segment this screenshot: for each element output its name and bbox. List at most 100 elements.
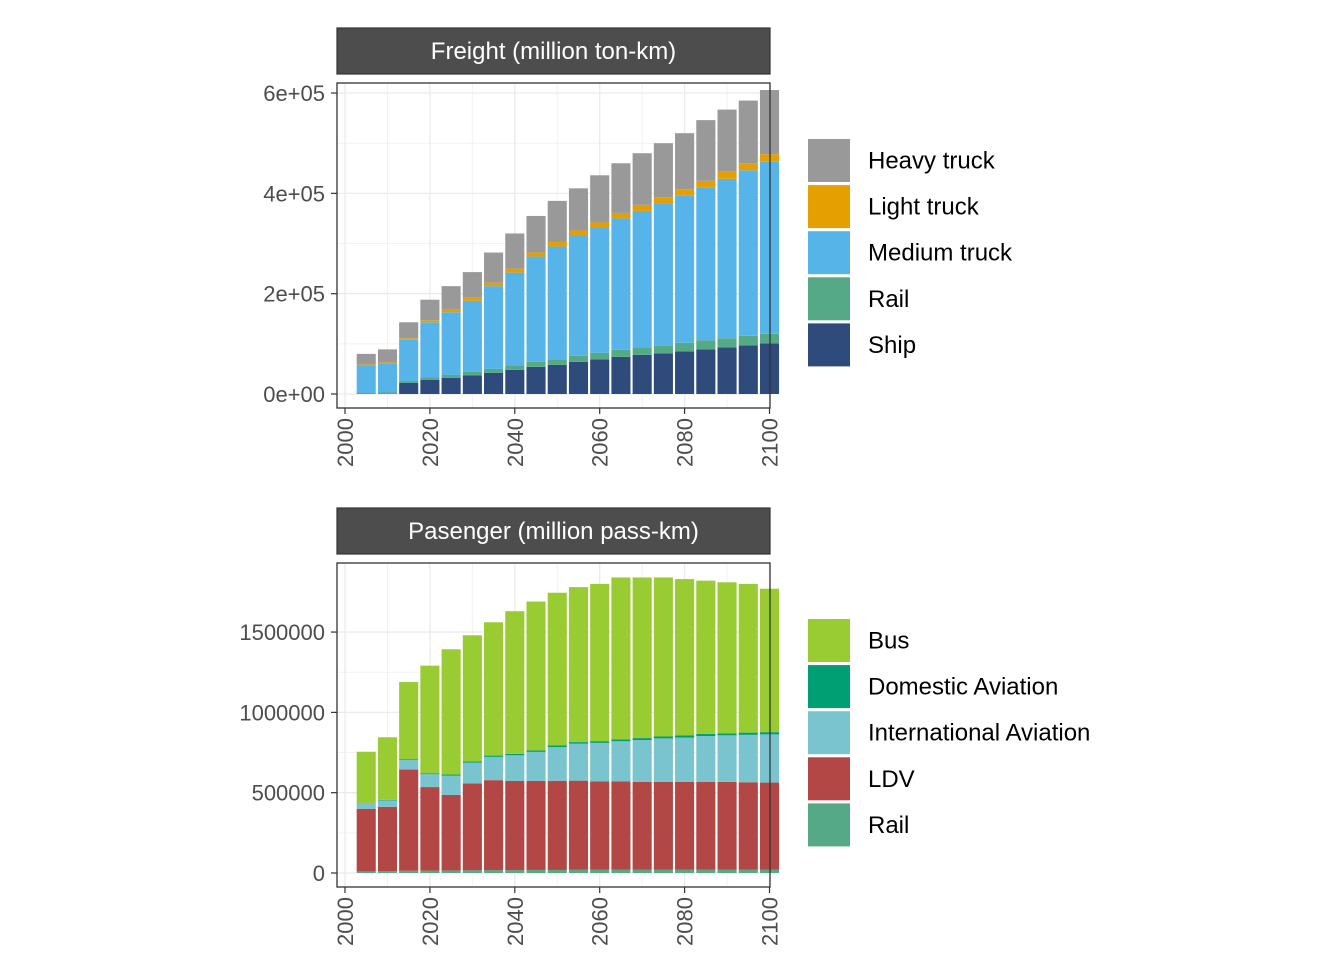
bar-segment-rail <box>632 347 652 355</box>
bar-segment-bus <box>462 635 482 762</box>
bar-segment-rail <box>611 869 631 873</box>
bar-segment-ship <box>696 349 716 394</box>
bar-segment-rail <box>696 340 716 350</box>
bar-segment-bus <box>526 601 546 751</box>
panel-border <box>336 562 771 888</box>
bar-segment-light-truck <box>675 189 695 196</box>
legend-label: Domestic Aviation <box>868 674 1058 701</box>
bar-segment-heavy-truck <box>484 252 504 283</box>
y-tick-label: 1000000 <box>239 700 325 725</box>
facet-panel-2: Pasenger (million pass-km) 0 500000 1000000… <box>239 507 783 946</box>
legend-2: Bus Domestic Aviation International Aviati… <box>808 619 1090 847</box>
bar-segment-rail <box>717 869 737 873</box>
bar-segment-light-truck <box>399 338 419 340</box>
bar-segment-international-aviation <box>675 737 695 782</box>
panel-border <box>336 82 771 409</box>
bar-segment-light-truck <box>611 212 631 219</box>
bar-segment-medium-truck <box>653 203 673 346</box>
bar-segment-ship <box>717 347 737 394</box>
bar-segment-bus <box>611 577 631 740</box>
y-tick-label: 2e+05 <box>263 282 325 307</box>
bar-segment-rail <box>568 869 589 873</box>
bar-segment-ldv <box>484 780 504 871</box>
legend-1: Heavy truck Light truck Medium truck Rail Sh… <box>808 139 1013 367</box>
bar-segment-medium-truck <box>632 210 652 348</box>
bar-segment-ldv <box>653 781 673 870</box>
bar-segment-ldv <box>505 780 525 871</box>
bar-segment-rail <box>484 368 504 373</box>
bar-segment-ldv <box>547 780 567 870</box>
bar-segment-rail <box>441 870 461 873</box>
x-tick-label: 2080 <box>673 897 698 946</box>
bar-segment-ldv <box>675 781 695 870</box>
bar-segment-rail <box>696 869 716 873</box>
legend-label: Rail <box>868 812 909 839</box>
bar-segment-light-truck <box>377 362 398 364</box>
bar-segment-ship <box>653 353 673 394</box>
bar-segment-rail <box>568 355 589 362</box>
bar-segment-ldv <box>399 769 419 871</box>
legend-key <box>808 231 850 275</box>
bar-segment-ldv <box>526 780 546 870</box>
bar-segment-bus <box>653 577 673 737</box>
bar-segment-heavy-truck <box>568 188 589 231</box>
legend-label: Heavy truck <box>868 148 996 175</box>
bar-segment-medium-truck <box>399 339 419 381</box>
bar-segment-light-truck <box>462 297 482 301</box>
legend-label: International Aviation <box>868 720 1090 747</box>
bar-segment-rail <box>632 869 652 873</box>
bar-segment-medium-truck <box>717 178 737 339</box>
bar-segment-ship <box>547 364 567 394</box>
legend-label: Light truck <box>868 194 980 221</box>
y-tick-label: 0 <box>313 861 325 886</box>
bar-segment-domestic-aviation <box>441 774 461 776</box>
bar-segment-international-aviation <box>441 775 461 795</box>
bar-segment-domestic-aviation <box>653 736 673 739</box>
bar-segment-light-truck <box>420 320 440 323</box>
bar-segment-rail <box>738 869 758 873</box>
bar-segment-domestic-aviation <box>696 733 716 736</box>
y-tick-label: 4e+05 <box>263 181 325 206</box>
x-tick-label: 2080 <box>673 418 698 467</box>
x-tick-label: 2040 <box>503 897 528 946</box>
bar-segment-domestic-aviation <box>399 759 419 760</box>
bar-segment-rail <box>377 392 398 394</box>
bar-segment-rail <box>738 335 758 346</box>
bar-segment-bus <box>505 611 525 754</box>
facet-strip <box>336 507 771 555</box>
legend-key <box>808 757 850 801</box>
legend-key <box>808 803 850 847</box>
bar-segment-international-aviation <box>696 735 716 782</box>
x-tick-label: 2000 <box>333 418 358 467</box>
bar-segment-ldv <box>568 780 589 870</box>
bar-segment-medium-truck <box>356 365 376 393</box>
bar-segment-heavy-truck <box>675 133 695 190</box>
bar-segment-international-aviation <box>611 741 631 782</box>
x-tick-label: 2060 <box>588 418 613 467</box>
bar-segment-light-truck <box>738 163 758 171</box>
bar-segment-rail <box>420 377 440 380</box>
bar-segment-medium-truck <box>611 218 631 350</box>
bar-segment-medium-truck <box>568 235 589 356</box>
bar-segment-medium-truck <box>675 195 695 343</box>
bar-segment-heavy-truck <box>717 109 737 172</box>
bar-segment-domestic-aviation <box>632 738 652 741</box>
bar-segment-rail <box>420 870 440 873</box>
bar-segment-heavy-truck <box>696 120 716 181</box>
bar-segment-rail <box>462 870 482 873</box>
bar-segment-medium-truck <box>505 272 525 366</box>
bar-segment-medium-truck <box>590 227 610 353</box>
bar-segment-bus <box>675 579 695 736</box>
x-tick-label: 2020 <box>418 897 443 946</box>
bar-segment-ship <box>675 351 695 394</box>
bar-segment-heavy-truck <box>738 100 758 164</box>
bar-segment-rail <box>547 359 567 365</box>
bar-segment-ship <box>441 377 461 394</box>
bar-segment-heavy-truck <box>632 153 652 205</box>
bar-segment-rail <box>611 349 631 357</box>
bar-segment-rail <box>399 380 419 383</box>
bar-segment-medium-truck <box>484 286 504 369</box>
bar-segment-heavy-truck <box>653 143 673 198</box>
x-tick-label: 2060 <box>588 897 613 946</box>
bar-segment-medium-truck <box>377 363 398 393</box>
